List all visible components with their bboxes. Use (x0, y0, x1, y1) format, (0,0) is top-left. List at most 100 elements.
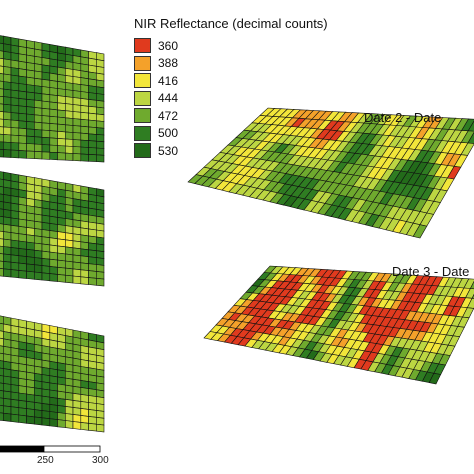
raster-cell (41, 115, 51, 124)
legend-swatch (134, 108, 151, 124)
raster-cell (72, 400, 82, 409)
raster-cell (80, 91, 89, 100)
raster-cell (10, 224, 20, 235)
legend-swatch (134, 125, 151, 141)
raster-cell (88, 263, 97, 272)
legend-item-472: 472 (134, 107, 328, 125)
raster-cell (88, 395, 97, 404)
raster-cell (49, 223, 58, 232)
raster-cell (65, 117, 74, 126)
raster-cell (10, 97, 20, 107)
raster-cell (26, 205, 35, 215)
raster-cell (57, 405, 66, 414)
raster-cell (33, 129, 43, 138)
raster-cell (96, 93, 105, 102)
raster-cell (41, 272, 51, 282)
raster-cell (49, 375, 58, 385)
raster-cell (2, 253, 12, 263)
raster-cell (26, 212, 35, 222)
raster-cell (2, 368, 12, 378)
raster-cell (80, 401, 89, 410)
raster-cell (26, 241, 35, 251)
raster-cell (33, 114, 43, 124)
panel-right-top (187, 107, 474, 239)
raster-cell (0, 315, 4, 325)
scale-bar-segment (43, 445, 101, 453)
raster-cell (26, 386, 35, 396)
raster-cell (96, 277, 105, 287)
raster-cell (49, 237, 58, 247)
raster-cell (26, 69, 35, 79)
raster-cell (2, 134, 12, 143)
raster-cell (18, 262, 27, 272)
raster-cell (49, 144, 58, 153)
raster-cell (80, 415, 89, 424)
raster-cell (88, 154, 97, 162)
raster-cell (80, 153, 89, 162)
raster-cell (0, 103, 4, 113)
raster-cell (57, 116, 66, 126)
raster-cell (49, 108, 58, 118)
raster-cell (10, 82, 20, 92)
raster-cell (96, 423, 105, 433)
raster-cell (88, 409, 97, 418)
raster-cell (96, 403, 105, 412)
raster-cell (80, 77, 89, 86)
raster-cell (18, 414, 27, 424)
legend-label: 444 (158, 91, 179, 106)
raster-cell (26, 84, 35, 94)
raster-cell (80, 84, 89, 93)
scale-tick-250: 250 (37, 455, 54, 466)
raster-cell (0, 95, 4, 105)
raster-cell (0, 201, 4, 210)
raster-cell (10, 269, 20, 279)
raster-cell (72, 414, 82, 423)
raster-cell (57, 95, 66, 104)
raster-cell (65, 274, 74, 284)
raster-cell (57, 266, 66, 276)
raster-cell (10, 104, 20, 114)
raster-cell (57, 419, 66, 428)
raster-cell (41, 214, 51, 224)
raster-cell (41, 388, 51, 398)
raster-cell (0, 323, 4, 332)
raster-cell (57, 130, 66, 140)
raster-cell (2, 141, 12, 151)
raster-cell (18, 377, 27, 388)
raster-cell (88, 256, 97, 265)
raster-cell (2, 246, 12, 256)
raster-cell (33, 107, 43, 116)
raster-cell (49, 115, 58, 125)
raster-cell (33, 92, 43, 102)
raster-cell (18, 75, 27, 85)
raster-cell (88, 277, 97, 286)
raster-cell (49, 137, 58, 146)
raster-cell (18, 127, 27, 137)
raster-cell (2, 268, 12, 278)
raster-cell (49, 404, 58, 413)
raster-cell (57, 109, 66, 119)
raster-cell (26, 263, 35, 273)
raster-cell (33, 387, 43, 397)
raster-cell (10, 59, 20, 69)
raster-cell (96, 134, 105, 143)
raster-cell (33, 228, 43, 238)
raster-cell (33, 99, 43, 109)
raster-cell (33, 409, 43, 419)
raster-cell (10, 413, 20, 423)
raster-cell (88, 422, 97, 432)
raster-cell (57, 259, 66, 269)
raster-cell (2, 81, 12, 91)
raster-cell (41, 151, 51, 160)
raster-cell (96, 127, 105, 136)
raster-cell (18, 392, 27, 402)
raster-cell (10, 217, 20, 227)
raster-cell (0, 223, 4, 232)
raster-cell (10, 362, 20, 372)
raster-cell (469, 280, 474, 290)
raster-cell (88, 112, 97, 122)
raster-cell (96, 257, 105, 266)
raster-cell (0, 65, 4, 75)
raster-cell (96, 120, 105, 129)
raster-cell (41, 250, 51, 260)
